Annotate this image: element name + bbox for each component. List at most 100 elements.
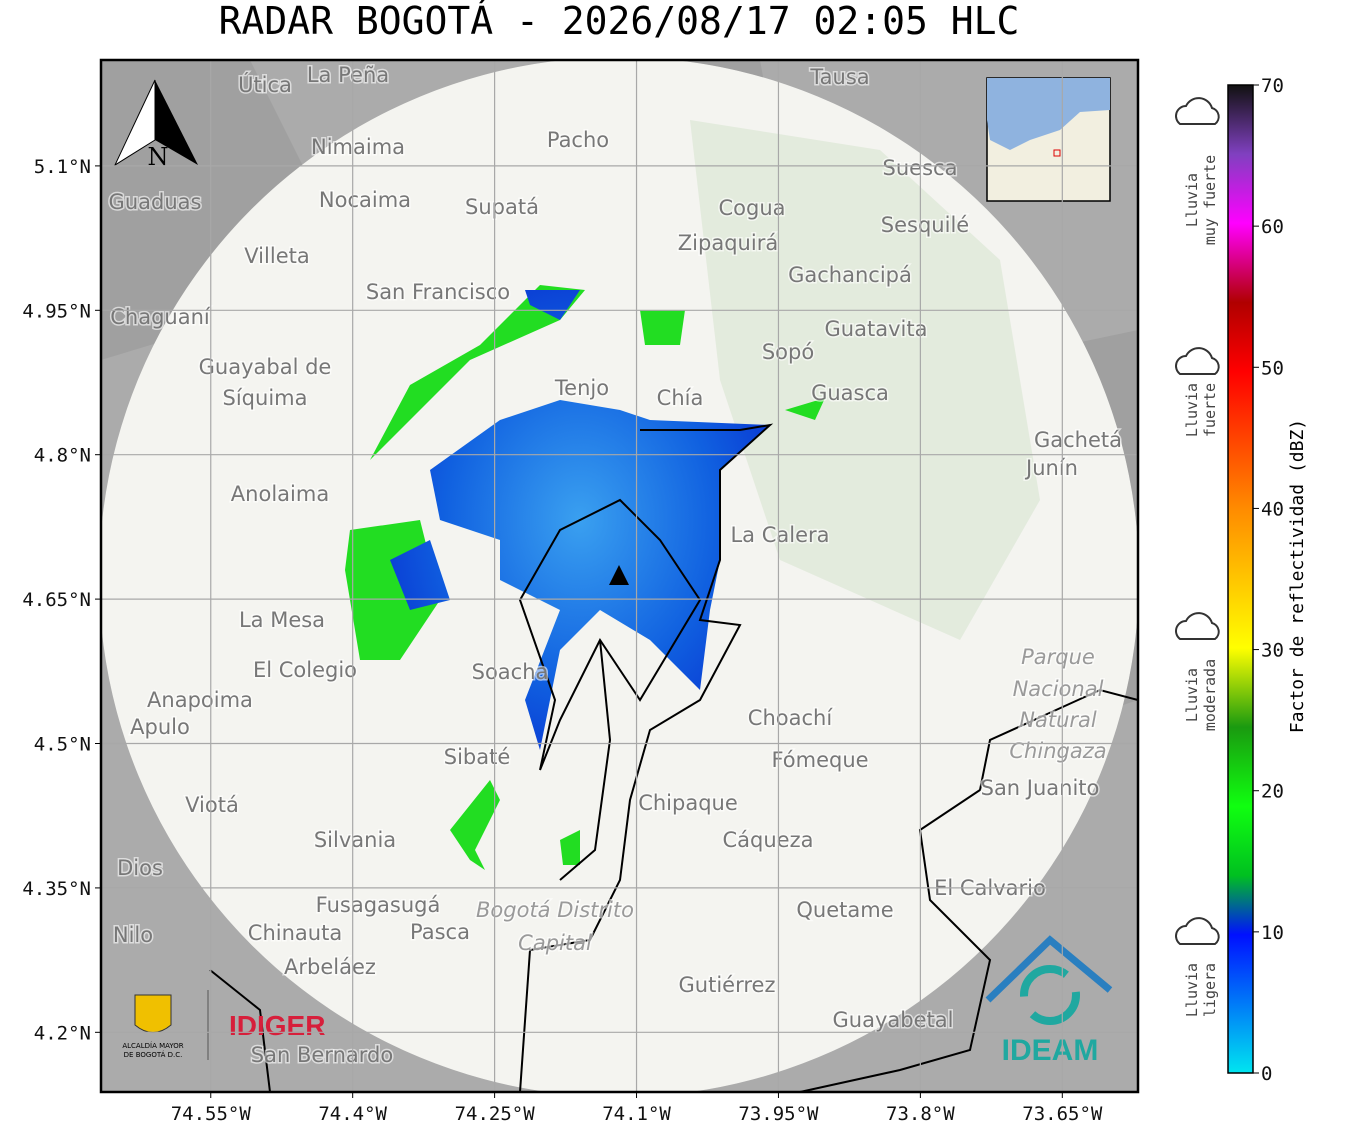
- place-labels: La Peña Útica Tausa Pacho Nimaima Nocaima Supa…: [107, 62, 1123, 1069]
- place-label: Guasca: [811, 381, 889, 405]
- place-label: Síquima: [223, 386, 308, 410]
- legend-label: Lluvia: [1183, 383, 1201, 437]
- weather-icon: [1175, 612, 1220, 640]
- place-label: Chingaza: [1009, 739, 1106, 763]
- place-label: Sibaté: [444, 745, 511, 769]
- place-label: El Colegio: [253, 658, 357, 682]
- ideam-logo: IDEAM: [1002, 1034, 1099, 1067]
- y-tick-label: 4.65°N: [22, 589, 91, 611]
- colorbar: [1227, 84, 1254, 1074]
- place-label: Fómeque: [771, 748, 868, 772]
- alcaldia-text: DE BOGOTÁ D.C.: [124, 1050, 183, 1059]
- legend-label: Lluvia: [1183, 963, 1201, 1017]
- place-label: Gachetá: [1034, 428, 1122, 452]
- x-tick-label: 74.1°W: [602, 1103, 671, 1125]
- weather-icon: [1175, 917, 1220, 945]
- place-label: Viotá: [185, 793, 239, 817]
- weather-icon: [1175, 347, 1220, 375]
- colorbar-label: Factor de reflectividad (dBZ): [1287, 419, 1308, 733]
- colorbar-tick-label: 70: [1261, 75, 1284, 97]
- place-label: Arbeláez: [284, 955, 376, 979]
- place-label: La Mesa: [239, 608, 325, 632]
- place-label: Choachí: [748, 706, 834, 730]
- place-label: Gachancipá: [788, 263, 912, 287]
- place-label: Cáqueza: [723, 828, 814, 852]
- place-label: Nocaima: [319, 188, 411, 212]
- place-label: Apulo: [130, 715, 190, 739]
- place-label: San Juanito: [981, 776, 1100, 800]
- place-label: Parque: [1021, 645, 1095, 669]
- place-label: Nacional: [1013, 677, 1104, 701]
- x-tick-label: 73.65°W: [1022, 1103, 1103, 1125]
- place-label: Chaguaní: [110, 305, 211, 329]
- north-arrow: [155, 80, 198, 165]
- admin-boundary: [209, 423, 1138, 1092]
- inset-sea: [987, 78, 1110, 150]
- place-label: Tausa: [809, 65, 869, 89]
- y-tick-label: 4.2°N: [34, 1022, 91, 1044]
- title: RADAR BOGOTÁ - 2026/08/17 02:05 HLC: [219, 0, 1020, 43]
- place-label: La Calera: [730, 523, 829, 547]
- colorbar-tick-label: 60: [1261, 216, 1284, 238]
- place-label: Guayabal de: [199, 355, 332, 379]
- place-label: Anolaima: [231, 482, 329, 506]
- place-label: Supatá: [465, 195, 539, 219]
- ideam-roof: [985, 935, 1113, 1003]
- place-label: Zipaquirá: [678, 231, 778, 255]
- place-label: Silvania: [314, 828, 396, 852]
- legend-label: Lluvia: [1183, 173, 1201, 227]
- alcaldia-text: ALCALDÍA MAYOR: [122, 1041, 183, 1050]
- place-label: Chía: [657, 386, 704, 410]
- north-label: N: [148, 143, 169, 171]
- y-tick-label: 4.8°N: [34, 445, 91, 467]
- y-tick-label: 4.35°N: [22, 878, 91, 900]
- place-label: Guayabetal: [833, 1008, 954, 1032]
- colorbar-tick-label: 30: [1261, 640, 1284, 662]
- legend-label: Lluvia: [1183, 668, 1201, 722]
- colorbar-tick-label: 50: [1261, 357, 1284, 379]
- y-tick-label: 4.95°N: [22, 300, 91, 322]
- place-label: Anapoima: [147, 688, 253, 712]
- place-label: Villeta: [244, 244, 309, 268]
- place-label: La Peña: [307, 63, 389, 87]
- place-label: Pacho: [547, 128, 609, 152]
- place-label: Nimaima: [311, 135, 405, 159]
- place-label: Chinauta: [248, 921, 342, 945]
- place-label: Fusagasugá: [316, 893, 441, 917]
- alcaldia-shield: [134, 994, 172, 1033]
- graticule: [95, 60, 1138, 1098]
- x-tick-label: 74.25°W: [455, 1103, 536, 1125]
- place-label: Quetame: [796, 898, 893, 922]
- place-label: Pasca: [410, 920, 470, 944]
- place-label: Chipaque: [638, 791, 738, 815]
- place-label: Soacha: [472, 660, 549, 684]
- idiger-logo: IDIGER: [229, 1010, 325, 1041]
- place-label: Junín: [1024, 456, 1078, 480]
- place-label: Útica: [238, 72, 292, 97]
- place-label: San Francisco: [366, 280, 510, 304]
- place-label: Sesquilé: [881, 213, 969, 237]
- place-label: Natural: [1019, 708, 1097, 732]
- place-label: Guaduas: [109, 190, 202, 214]
- place-label: Sopó: [762, 340, 814, 364]
- vegetation: [690, 120, 1040, 640]
- y-tick-label: 5.1°N: [34, 156, 91, 178]
- district-boundary: [518, 498, 702, 771]
- map-frame: [99, 58, 1140, 1094]
- y-tick-label: 4.5°N: [34, 734, 91, 756]
- colorbar-tick-label: 40: [1261, 498, 1284, 520]
- place-label: Dios: [117, 856, 163, 880]
- map-area: La Peña Útica Tausa Pacho Nimaima Nocaima Supa…: [101, 60, 1138, 1092]
- place-label: San Bernardo: [251, 1043, 393, 1067]
- x-tick-label: 73.95°W: [738, 1103, 819, 1125]
- place-label: Guatavita: [825, 317, 928, 341]
- ideam-swirl: [1020, 965, 1080, 1025]
- place-label: Bogotá Distrito: [476, 898, 634, 922]
- place-label: Gutiérrez: [679, 973, 776, 997]
- colorbar-tick-label: 10: [1261, 922, 1284, 944]
- inset-marker: [1053, 149, 1061, 157]
- colorbar-tick-label: 20: [1261, 781, 1284, 803]
- radar-site: [609, 565, 629, 585]
- x-tick-label: 73.8°W: [886, 1103, 955, 1125]
